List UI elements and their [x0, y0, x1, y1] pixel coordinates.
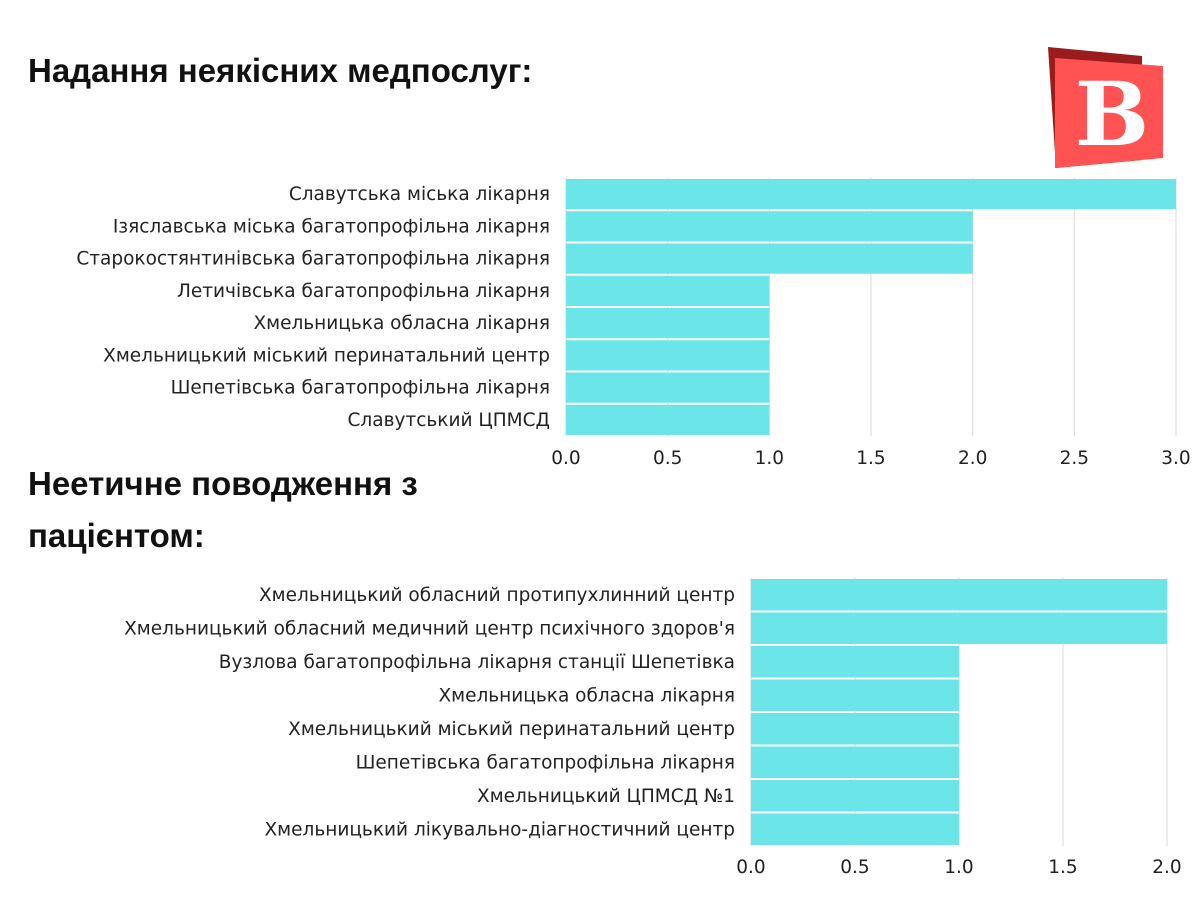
bar: [751, 813, 959, 845]
category-label: Летичівська багатопрофільна лікарня: [177, 281, 550, 302]
bar: [751, 780, 959, 812]
x-tick-label: 1.5: [1048, 857, 1077, 878]
x-tick-label: 2.5: [1060, 448, 1089, 469]
category-label: Хмельницький лікувально-діагностичний це…: [264, 819, 735, 840]
bar: [566, 243, 973, 274]
x-tick-label: 0.0: [551, 448, 580, 469]
bar: [566, 340, 770, 371]
bar: [566, 372, 770, 403]
category-label: Хмельницький обласний протипухлинний цен…: [259, 585, 735, 606]
category-label: Хмельницький ЦПМСД №1: [477, 786, 735, 807]
bar: [751, 646, 959, 678]
chart-title-2: Неетичне поводження з пацієнтом:: [28, 465, 418, 554]
category-label: Шепетівська багатопрофільна лікарня: [171, 378, 550, 399]
logo-front-shape: [1055, 58, 1163, 168]
logo-letter: B: [1075, 62, 1149, 166]
category-label: Хмельницький міський перинатальний центр: [103, 345, 550, 366]
bar: [566, 275, 770, 306]
bar: [566, 179, 1176, 210]
category-label: Славутський ЦПМСД: [348, 410, 551, 431]
x-tick-label: 2.0: [1152, 857, 1181, 878]
chart-1: 0.0 0.5 1.0 1.5 2.0 2.5 3.0 Славутська міська л…: [76, 178, 1191, 469]
category-label: Ізяславська міська багатопрофільна лікар…: [113, 216, 550, 237]
x-tick-label: 2.0: [958, 448, 987, 469]
bar: [566, 211, 973, 242]
x-tick-label: 0.5: [840, 857, 869, 878]
x-tick-label: 1.0: [944, 857, 973, 878]
category-label: Славутська міська лікарня: [289, 184, 550, 205]
logo: B: [1048, 47, 1163, 168]
bar: [751, 612, 1167, 644]
bar: [751, 579, 1167, 611]
chart-title-1: Надання неякісних медпослуг:: [28, 52, 533, 89]
bar: [566, 404, 770, 435]
bar: [751, 713, 959, 745]
x-tick-label: 0.0: [736, 857, 765, 878]
chart-2: 0.0 0.5 1.0 1.5 2.0 Хмельницький обласний про…: [124, 578, 1182, 878]
category-label: Вузлова багатопрофільна лікарня станції …: [219, 652, 735, 673]
bar: [751, 679, 959, 711]
category-label: Хмельницький міський перинатальний центр: [288, 719, 735, 740]
category-label: Хмельницька обласна лікарня: [253, 313, 550, 334]
x-tick-label: 0.5: [653, 448, 682, 469]
category-label: Шепетівська багатопрофільна лікарня: [356, 752, 735, 773]
x-tick-label: 3.0: [1161, 448, 1190, 469]
x-tick-label: 1.0: [755, 448, 784, 469]
category-label: Старокостянтинівська багатопрофільна лік…: [76, 249, 550, 270]
bar: [566, 308, 770, 339]
category-label: Хмельницький обласний медичний центр пси…: [124, 618, 735, 639]
bar: [751, 746, 959, 778]
category-label: Хмельницька обласна лікарня: [438, 685, 735, 706]
x-tick-label: 1.5: [856, 448, 885, 469]
